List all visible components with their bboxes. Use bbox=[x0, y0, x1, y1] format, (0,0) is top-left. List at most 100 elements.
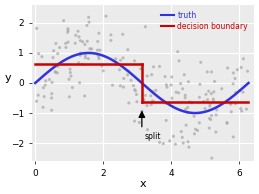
Point bbox=[56, 52, 60, 55]
Point bbox=[98, 48, 102, 52]
Point bbox=[202, 100, 206, 103]
Point bbox=[80, 63, 84, 66]
Point bbox=[186, 106, 190, 109]
Point bbox=[231, 71, 235, 74]
Point bbox=[67, 78, 71, 81]
Point bbox=[77, 81, 82, 84]
Point bbox=[235, 68, 239, 71]
Point bbox=[204, 93, 208, 96]
Point bbox=[220, 87, 224, 90]
Point bbox=[34, 100, 39, 103]
Point bbox=[187, 146, 191, 149]
Point bbox=[174, 91, 178, 94]
Point bbox=[165, 86, 169, 89]
Point bbox=[167, 102, 171, 105]
Point bbox=[214, 113, 218, 117]
Point bbox=[74, 34, 78, 37]
Point bbox=[171, 135, 176, 138]
Point bbox=[214, 131, 218, 134]
Point bbox=[176, 50, 180, 53]
Point bbox=[100, 64, 104, 68]
Point bbox=[184, 108, 188, 111]
Point bbox=[188, 100, 192, 103]
Point bbox=[97, 32, 101, 35]
Point bbox=[68, 71, 72, 74]
Point bbox=[164, 83, 168, 86]
Point bbox=[126, 48, 130, 51]
Point bbox=[78, 51, 83, 55]
Point bbox=[199, 61, 203, 64]
Point bbox=[96, 48, 100, 52]
Point bbox=[43, 84, 47, 87]
Point bbox=[177, 59, 181, 62]
Point bbox=[150, 100, 154, 103]
Point bbox=[145, 104, 149, 107]
Point bbox=[197, 96, 202, 99]
Point bbox=[205, 70, 209, 73]
Point bbox=[241, 91, 245, 94]
Point bbox=[86, 57, 90, 60]
Point bbox=[66, 29, 70, 32]
Point bbox=[212, 100, 216, 103]
Point bbox=[83, 54, 88, 57]
Point bbox=[157, 141, 162, 144]
Point bbox=[239, 107, 243, 110]
Point bbox=[97, 55, 101, 58]
Point bbox=[114, 57, 118, 60]
Point bbox=[197, 121, 202, 124]
Point bbox=[180, 136, 184, 139]
Point bbox=[67, 95, 71, 98]
Point bbox=[76, 30, 80, 33]
Point bbox=[51, 56, 55, 59]
Point bbox=[87, 16, 91, 19]
Point bbox=[161, 142, 166, 145]
Point bbox=[134, 93, 139, 96]
Point bbox=[205, 98, 210, 101]
Point bbox=[238, 89, 242, 92]
Point bbox=[192, 115, 196, 118]
Point bbox=[64, 46, 68, 49]
Point bbox=[231, 135, 235, 139]
Point bbox=[73, 42, 77, 45]
Point bbox=[210, 157, 214, 160]
Point bbox=[185, 111, 189, 114]
Point bbox=[118, 59, 123, 62]
Point bbox=[181, 141, 185, 145]
Point bbox=[77, 35, 81, 38]
Point bbox=[241, 57, 246, 60]
Point bbox=[50, 92, 54, 95]
Legend: truth, decision boundary: truth, decision boundary bbox=[158, 9, 250, 33]
Point bbox=[210, 114, 214, 117]
Point bbox=[213, 80, 217, 83]
Point bbox=[142, 98, 146, 101]
Y-axis label: y: y bbox=[5, 73, 11, 83]
Point bbox=[171, 172, 175, 176]
Point bbox=[47, 78, 52, 81]
Point bbox=[87, 21, 91, 24]
Point bbox=[49, 96, 54, 100]
Point bbox=[210, 70, 214, 74]
Point bbox=[57, 46, 62, 49]
Point bbox=[53, 71, 57, 74]
Point bbox=[207, 90, 211, 93]
Point bbox=[246, 70, 250, 73]
Point bbox=[126, 69, 130, 73]
Point bbox=[229, 110, 233, 113]
Point bbox=[145, 74, 149, 78]
Point bbox=[203, 107, 207, 110]
Point bbox=[77, 61, 81, 64]
Point bbox=[83, 56, 88, 59]
Point bbox=[56, 65, 60, 68]
Point bbox=[133, 89, 138, 92]
Point bbox=[173, 143, 177, 146]
Point bbox=[64, 42, 68, 45]
Point bbox=[68, 68, 72, 71]
Point bbox=[135, 100, 139, 103]
Point bbox=[231, 82, 235, 85]
Point bbox=[168, 139, 172, 142]
Point bbox=[50, 81, 54, 84]
Point bbox=[170, 75, 174, 79]
Point bbox=[179, 130, 183, 133]
Point bbox=[83, 43, 87, 46]
Point bbox=[193, 128, 198, 131]
